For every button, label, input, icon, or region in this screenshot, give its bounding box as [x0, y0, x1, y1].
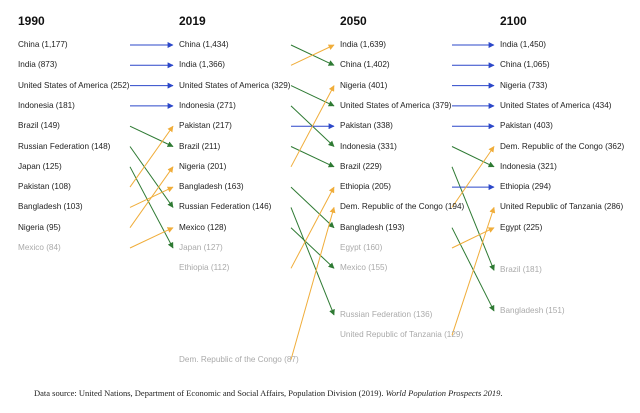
country-entry: United States of America (379) — [340, 100, 452, 110]
country-entry: Mexico (155) — [340, 263, 388, 273]
country-entry: Pakistan (108) — [18, 182, 71, 192]
country-entry: Japan (127) — [179, 243, 223, 252]
country-entry: Brazil (211) — [179, 141, 221, 151]
rank-arrow-up — [451, 206, 496, 336]
country-entry: Russian Federation (146) — [179, 202, 272, 212]
rank-arrow-down — [290, 227, 335, 269]
country-entry: United States of America (434) — [500, 100, 612, 110]
country-entry: Ethiopia (205) — [340, 182, 391, 192]
country-entry: Pakistan (217) — [179, 121, 232, 131]
source-note-suffix: . — [500, 388, 503, 398]
source-note-prefix: Data source: United Nations, Department … — [34, 388, 386, 398]
rank-arrow-down — [129, 166, 174, 249]
country-entry: Japan (125) — [18, 161, 62, 171]
country-entry: Russian Federation (136) — [340, 309, 433, 319]
rank-arrow-up — [290, 206, 336, 360]
country-entry: Nigeria (201) — [179, 161, 227, 171]
country-entry: Indonesia (181) — [18, 100, 75, 110]
country-entry: Pakistan (338) — [340, 121, 393, 131]
rank-arrow-down — [290, 146, 335, 168]
country-entry: Brazil (149) — [18, 121, 60, 131]
rank-arrow-down — [290, 85, 335, 107]
country-entry: Nigeria (733) — [500, 80, 548, 90]
country-entry: China (1,402) — [340, 60, 390, 70]
country-entry: Russian Federation (148) — [18, 141, 111, 151]
rank-arrow-down — [129, 146, 174, 208]
rank-arrow-down — [451, 146, 495, 168]
column-header-1990: 1990 — [18, 14, 45, 28]
country-entry: Bangladesh (163) — [179, 182, 244, 192]
rank-arrow-up — [290, 85, 335, 168]
rank-arrow-down — [290, 186, 335, 229]
country-entry: Ethiopia (112) — [179, 263, 230, 273]
country-entry: India (873) — [18, 60, 58, 70]
rank-arrow-down — [129, 125, 174, 147]
country-entry: India (1,450) — [500, 40, 546, 49]
country-entry: Mexico (128) — [179, 222, 227, 232]
country-entry: United States of America (252) — [18, 80, 130, 90]
rank-arrow-up — [129, 125, 174, 188]
country-entry: India (1,639) — [340, 40, 386, 49]
rank-arrow-up — [451, 227, 495, 249]
country-entry: Dem. Republic of the Congo (362) — [500, 141, 625, 151]
country-entry: Brazil (229) — [340, 161, 382, 171]
country-entry: Bangladesh (103) — [18, 202, 83, 212]
rank-arrow-down — [290, 207, 335, 316]
country-entry: Indonesia (271) — [179, 100, 236, 110]
rank-arrow-up — [290, 186, 335, 269]
country-entry: Mexico (84) — [18, 243, 61, 252]
country-entry: United Republic of Tanzania (286) — [500, 202, 624, 212]
country-entry: Bangladesh (193) — [340, 222, 405, 232]
country-entry: China (1,065) — [500, 60, 550, 70]
country-entry: Indonesia (321) — [500, 161, 557, 171]
country-entry: United States of America (329) — [179, 80, 291, 90]
rank-arrow-up — [290, 44, 335, 66]
rank-arrow-up — [129, 227, 174, 249]
column-header-2050: 2050 — [340, 14, 367, 28]
source-note-title: World Population Prospects 2019 — [385, 388, 501, 398]
rank-arrow-down — [451, 166, 495, 271]
country-entry: China (1,177) — [18, 40, 68, 49]
country-entry: Dem. Republic of the Congo (194) — [340, 202, 465, 212]
country-entry: Egypt (160) — [340, 243, 383, 252]
column-header-2019: 2019 — [179, 14, 206, 28]
rank-arrow-down — [451, 227, 495, 312]
country-entry: Dem. Republic of the Congo (87) — [179, 354, 299, 364]
country-entry: India (1,366) — [179, 60, 225, 70]
country-entry: Bangladesh (151) — [500, 305, 565, 315]
country-entry: Pakistan (403) — [500, 121, 553, 131]
country-entry: China (1,434) — [179, 40, 229, 49]
rank-arrow-up — [451, 146, 495, 208]
country-entry: Nigeria (95) — [18, 222, 61, 232]
country-entry: Nigeria (401) — [340, 80, 388, 90]
country-entry: Brazil (181) — [500, 265, 542, 275]
column-header-2100: 2100 — [500, 14, 527, 28]
rank-arrow-up — [129, 166, 174, 228]
country-entry: Indonesia (331) — [340, 141, 397, 151]
country-entry: Ethiopia (294) — [500, 182, 551, 192]
country-entry: United Republic of Tanzania (129) — [340, 330, 464, 340]
country-entry: Egypt (225) — [500, 222, 543, 232]
source-note: Data source: United Nations, Department … — [34, 388, 634, 398]
